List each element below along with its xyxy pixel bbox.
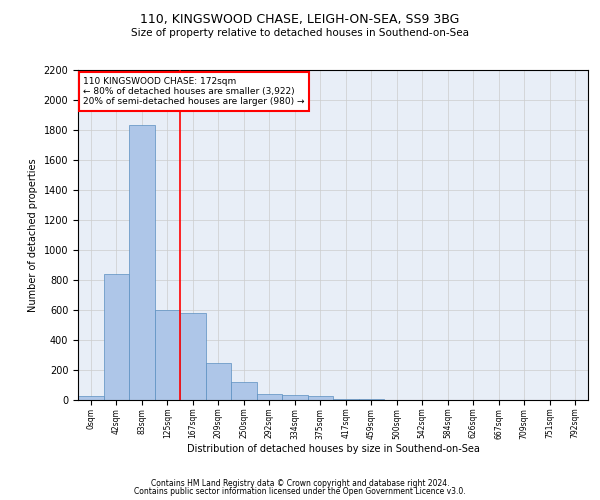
Bar xyxy=(205,362,231,400)
Bar xyxy=(333,398,359,400)
Bar xyxy=(155,310,180,400)
Bar xyxy=(257,394,282,400)
Text: 110, KINGSWOOD CHASE, LEIGH-ON-SEA, SS9 3BG: 110, KINGSWOOD CHASE, LEIGH-ON-SEA, SS9 … xyxy=(140,12,460,26)
Text: Contains public sector information licensed under the Open Government Licence v3: Contains public sector information licen… xyxy=(134,487,466,496)
Text: 110 KINGSWOOD CHASE: 172sqm
← 80% of detached houses are smaller (3,922)
20% of : 110 KINGSWOOD CHASE: 172sqm ← 80% of det… xyxy=(83,76,305,106)
Text: Contains HM Land Registry data © Crown copyright and database right 2024.: Contains HM Land Registry data © Crown c… xyxy=(151,478,449,488)
Text: Size of property relative to detached houses in Southend-on-Sea: Size of property relative to detached ho… xyxy=(131,28,469,38)
Bar xyxy=(308,396,333,400)
Bar xyxy=(282,395,308,400)
Bar xyxy=(359,399,384,400)
Bar xyxy=(129,126,155,400)
Bar xyxy=(180,313,205,400)
Y-axis label: Number of detached properties: Number of detached properties xyxy=(28,158,38,312)
Bar xyxy=(104,274,129,400)
Bar xyxy=(78,396,104,400)
Bar xyxy=(231,382,257,400)
X-axis label: Distribution of detached houses by size in Southend-on-Sea: Distribution of detached houses by size … xyxy=(187,444,479,454)
